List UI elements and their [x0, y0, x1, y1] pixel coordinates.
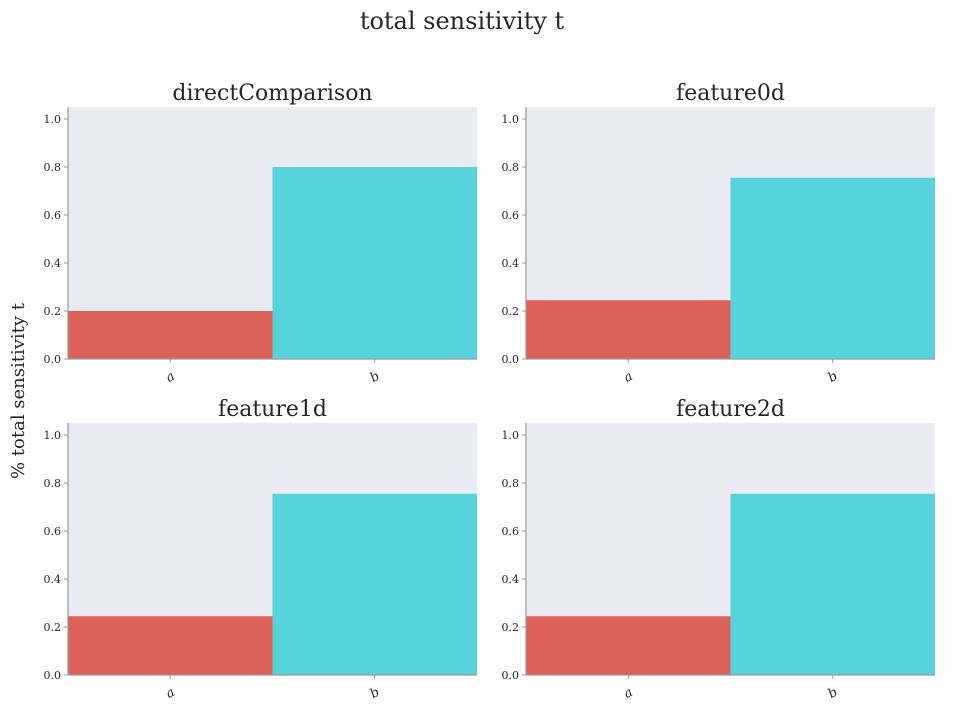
y-tick-label: 0.0: [502, 353, 520, 366]
subplot-4: 0.0 0.2 0.4 0.6 0.8 1.0 a b feature2d: [502, 397, 935, 702]
y-tick-label: 1.0: [502, 113, 520, 126]
x-tick-label: a: [163, 685, 177, 702]
x-tick-label: a: [621, 685, 635, 702]
y-tick-label: 1.0: [44, 429, 62, 442]
y-tick-label: 0.0: [44, 353, 62, 366]
bar-a: [526, 300, 731, 359]
y-tick-label: 1.0: [502, 429, 520, 442]
y-tick-label: 0.8: [502, 161, 520, 174]
bar-b: [730, 177, 935, 359]
y-tick-label: 0.4: [502, 573, 520, 586]
y-tick-label: 0.4: [44, 257, 62, 270]
bar-a: [68, 311, 273, 359]
subplot-title: feature2d: [676, 397, 785, 422]
subplot-title: directComparison: [172, 81, 372, 106]
y-tick-label: 0.0: [44, 669, 62, 682]
y-tick-label: 0.2: [502, 621, 520, 634]
x-tick-label: b: [368, 369, 383, 386]
y-tick-label: 0.2: [44, 305, 62, 318]
subplot-1: 0.0 0.2 0.4 0.6 0.8 1.0 a b directComparison: [44, 81, 477, 386]
bar-a: [526, 616, 731, 675]
bar-a: [68, 616, 273, 675]
y-tick-label: 0.6: [502, 525, 520, 538]
x-tick-label: a: [621, 369, 635, 386]
bar-b: [730, 493, 935, 675]
subplot-title: feature1d: [218, 397, 327, 422]
y-tick-label: 0.4: [502, 257, 520, 270]
subplot-3: 0.0 0.2 0.4 0.6 0.8 1.0 a b feature1d: [44, 397, 477, 702]
figure-title: total sensitivity t: [360, 7, 565, 35]
y-tick-label: 0.4: [44, 573, 62, 586]
bar-b: [272, 167, 477, 359]
y-tick-label: 0.6: [44, 209, 62, 222]
x-tick-label: b: [826, 685, 841, 702]
x-tick-label: b: [368, 685, 383, 702]
subplot-title: feature0d: [676, 81, 785, 106]
subplot-2: 0.0 0.2 0.4 0.6 0.8 1.0 a b feature0d: [502, 81, 935, 386]
y-tick-label: 0.6: [44, 525, 62, 538]
y-tick-label: 0.8: [502, 477, 520, 490]
bar-b: [272, 493, 477, 675]
x-tick-label: b: [826, 369, 841, 386]
y-tick-label: 0.6: [502, 209, 520, 222]
y-tick-label: 1.0: [44, 113, 62, 126]
y-tick-label: 0.2: [44, 621, 62, 634]
y-tick-label: 0.0: [502, 669, 520, 682]
y-tick-label: 0.8: [44, 477, 62, 490]
y-axis-label: % total sensitivity t: [8, 302, 29, 479]
y-tick-label: 0.2: [502, 305, 520, 318]
subplot-grid: 0.00.20.40.60.81.0a bdirectComparison0.00…: [44, 81, 935, 702]
y-tick-label: 0.8: [44, 161, 62, 174]
x-tick-label: a: [163, 369, 177, 386]
